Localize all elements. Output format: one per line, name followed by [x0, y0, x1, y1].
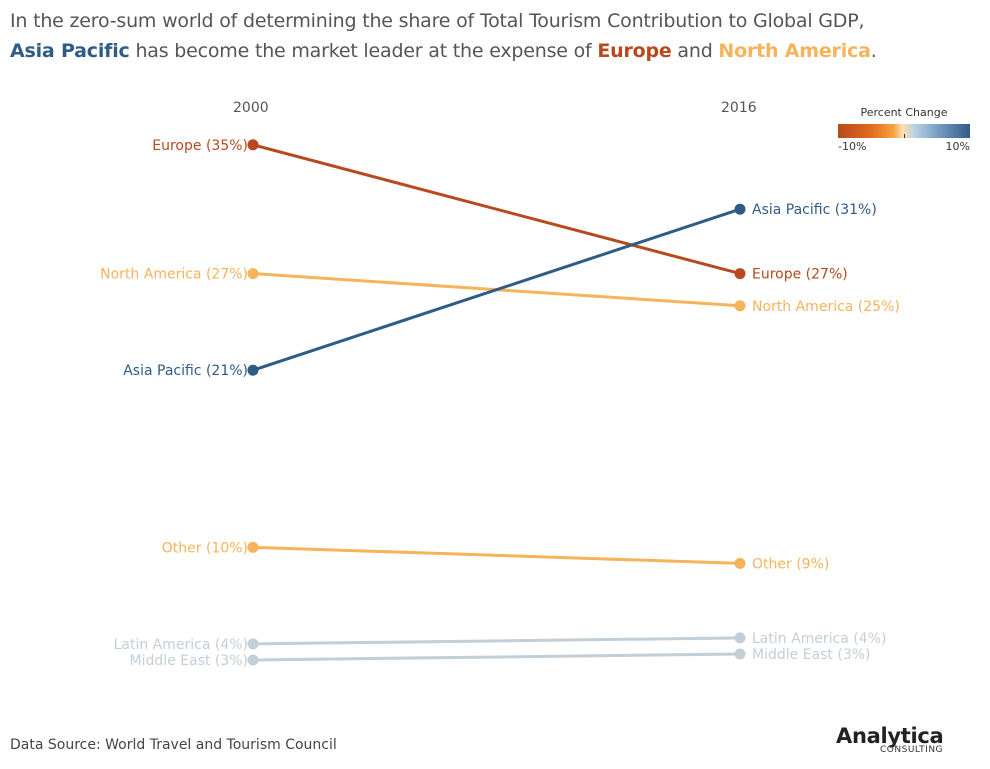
point-other-2016[interactable] [734, 557, 746, 569]
data-source-note: Data Source: World Travel and Tourism Co… [10, 737, 337, 753]
point-other-2000[interactable] [247, 541, 259, 553]
series-line-asia-pacific [252, 207, 741, 372]
point-north-america-2016[interactable] [734, 300, 746, 312]
point-europe-2000[interactable] [247, 139, 259, 151]
point-asia-pacific-2000[interactable] [247, 364, 259, 376]
label-north-america-2000: North America (27%) [100, 267, 248, 283]
point-europe-2016[interactable] [734, 268, 746, 280]
point-middle-east-2000[interactable] [247, 654, 259, 666]
headline-and: and [671, 40, 719, 62]
headline-asia-pacific: Asia Pacific [10, 40, 130, 62]
legend-color-ramp [838, 124, 970, 138]
point-latin-america-2000[interactable] [247, 638, 259, 650]
label-middle-east-2000: Middle East (3%) [130, 653, 249, 669]
label-other-2016: Other (9%) [752, 556, 829, 572]
label-north-america-2016: North America (25%) [752, 299, 900, 315]
series-line-latin-america [252, 636, 741, 646]
legend-center-tick [904, 134, 905, 138]
headline-end: . [870, 40, 877, 62]
legend-max-label: 10% [945, 140, 970, 153]
label-latin-america-2000: Latin America (4%) [114, 637, 248, 653]
series-line-middle-east [252, 652, 741, 662]
label-europe-2000: Europe (35%) [152, 138, 248, 154]
point-asia-pacific-2016[interactable] [734, 203, 746, 215]
point-north-america-2000[interactable] [247, 268, 259, 280]
point-latin-america-2016[interactable] [734, 632, 746, 644]
label-latin-america-2016: Latin America (4%) [752, 631, 886, 647]
analytica-logo: Analytica CONSULTING [836, 724, 976, 755]
label-asia-pacific-2016: Asia Pacific (31%) [752, 202, 877, 218]
label-asia-pacific-2000: Asia Pacific (21%) [123, 363, 248, 379]
point-middle-east-2016[interactable] [734, 648, 746, 660]
series-line-europe [252, 143, 741, 276]
headline-north-america: North America [718, 40, 871, 62]
logo-name: Analytica [836, 724, 944, 748]
chart-headline: In the zero-sum world of determining the… [10, 6, 980, 66]
legend-min-label: -10% [838, 140, 867, 153]
percent-change-legend: Percent Change -10% 10% [838, 106, 970, 153]
headline-europe: Europe [597, 40, 672, 62]
year-label-end: 2016 [721, 100, 757, 116]
year-label-start: 2000 [233, 100, 269, 116]
label-europe-2016: Europe (27%) [752, 267, 848, 283]
headline-mid-text: has become the market leader at the expe… [129, 40, 598, 62]
label-middle-east-2016: Middle East (3%) [752, 647, 871, 663]
legend-title: Percent Change [860, 106, 948, 119]
logo-subtitle: CONSULTING [880, 745, 944, 755]
series-line-other [252, 545, 741, 565]
headline-line-2: Asia Pacific has become the market leade… [10, 36, 980, 66]
headline-line-1: In the zero-sum world of determining the… [10, 10, 865, 32]
label-other-2000: Other (10%) [162, 540, 248, 556]
